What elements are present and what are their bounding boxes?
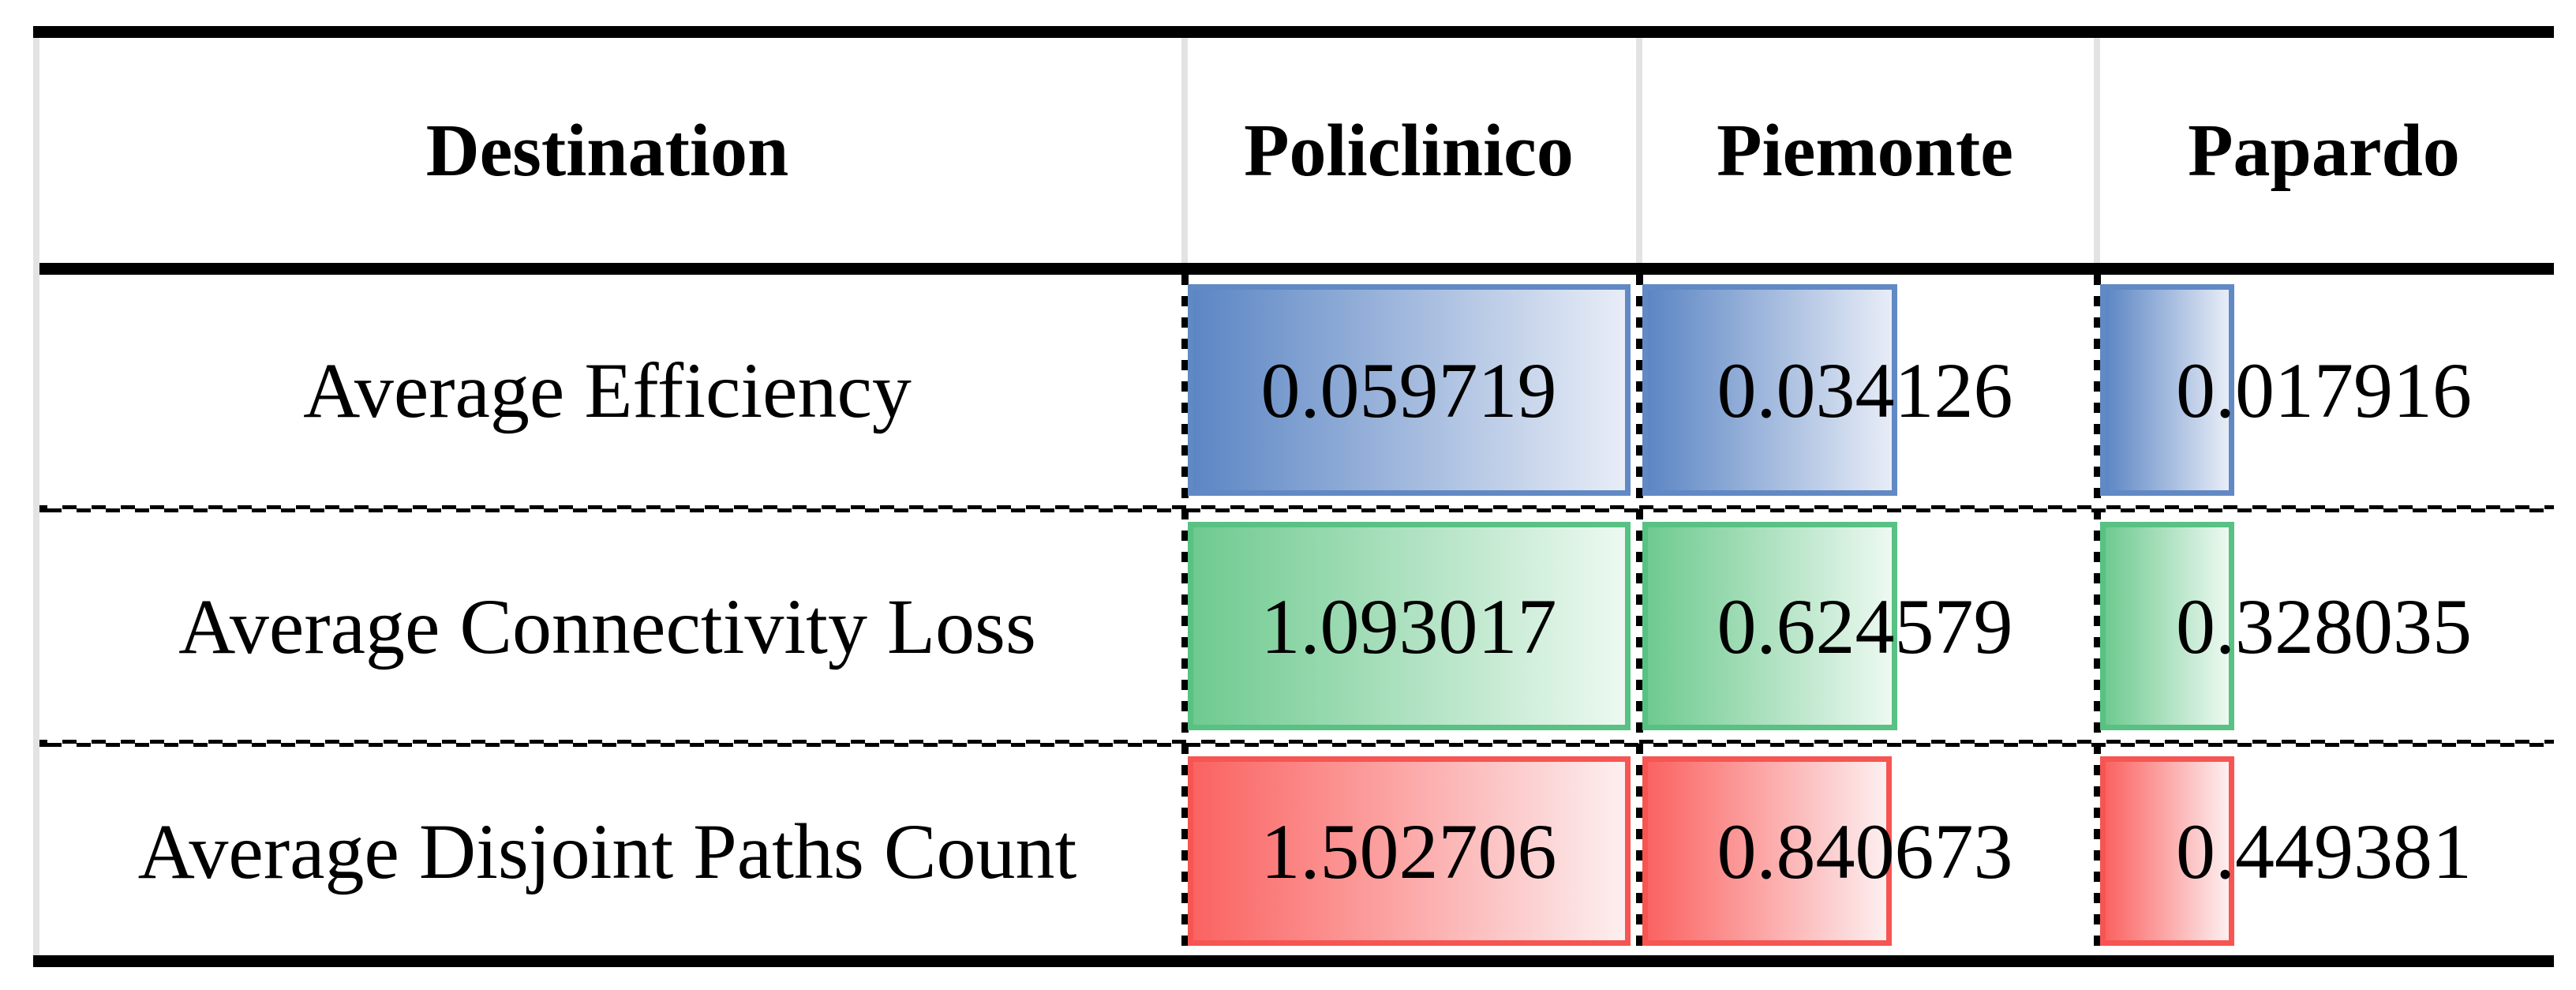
- cell-value: 0.059719: [1260, 346, 1557, 434]
- data-bar: [1642, 284, 1897, 496]
- dashed-column-divider: [1181, 275, 1189, 955]
- row-label: Average Disjoint Paths Count: [137, 807, 1077, 895]
- data-bar: [2100, 522, 2235, 730]
- table-row-average-efficiency: Average Efficiency 0.059719 0.034126 0.0…: [33, 275, 2554, 505]
- dashed-row-separator: [33, 505, 2554, 512]
- metrics-table: Destination Policlinico Piemonte Papardo…: [33, 26, 2554, 967]
- row-label: Average Connectivity Loss: [178, 582, 1036, 670]
- table-top-border: [33, 26, 2554, 38]
- cell-value: 0.328035: [2176, 582, 2472, 670]
- data-cell: 0.840673: [1636, 747, 2094, 955]
- dashed-column-divider: [1636, 275, 1643, 955]
- data-cell: 0.449381: [2094, 747, 2554, 955]
- data-cell: 0.034126: [1636, 275, 2094, 505]
- cell-value: 0.034126: [1717, 346, 2013, 434]
- data-cell: 0.328035: [2094, 512, 2554, 740]
- header-bottom-border: [33, 263, 2554, 275]
- data-cell: 1.093017: [1181, 512, 1636, 740]
- cell-value: 0.449381: [2176, 807, 2472, 895]
- data-bar: [1188, 756, 1631, 946]
- data-bar: [1188, 522, 1631, 730]
- table-left-edge-line: [33, 38, 39, 955]
- table-row-average-disjoint-paths-count: Average Disjoint Paths Count 1.502706 0.…: [33, 747, 2554, 955]
- header-column-divider: [1636, 38, 1642, 263]
- header-policlinico: Policlinico: [1244, 109, 1574, 192]
- cell-value: 0.624579: [1717, 582, 2013, 670]
- data-bar: [1642, 756, 1893, 946]
- header-piemonte: Piemonte: [1717, 109, 2013, 192]
- cell-value: 1.502706: [1260, 807, 1557, 895]
- cell-value: 0.017916: [2176, 346, 2472, 434]
- dashed-column-divider: [2094, 275, 2101, 955]
- data-bar: [2100, 284, 2235, 496]
- cell-value: 0.840673: [1717, 807, 2013, 895]
- row-label: Average Efficiency: [303, 346, 912, 434]
- header-papardo: Papardo: [2188, 109, 2460, 192]
- data-bar: [1642, 522, 1897, 730]
- dashed-row-separator: [33, 740, 2554, 747]
- data-cell: 0.059719: [1181, 275, 1636, 505]
- header-column-divider: [1181, 38, 1188, 263]
- data-cell: 1.502706: [1181, 747, 1636, 955]
- data-bar: [2100, 756, 2234, 946]
- table-body: Average Efficiency 0.059719 0.034126 0.0…: [33, 275, 2554, 955]
- header-destination: Destination: [425, 109, 789, 192]
- cell-value: 1.093017: [1260, 582, 1557, 670]
- data-cell: 0.624579: [1636, 512, 2094, 740]
- table-row-average-connectivity-loss: Average Connectivity Loss 1.093017 0.624…: [33, 512, 2554, 740]
- table-header-row: Destination Policlinico Piemonte Papardo: [33, 38, 2554, 263]
- data-bar: [1188, 284, 1631, 496]
- header-column-divider: [2094, 38, 2100, 263]
- table-bottom-border: [33, 955, 2554, 967]
- data-cell: 0.017916: [2094, 275, 2554, 505]
